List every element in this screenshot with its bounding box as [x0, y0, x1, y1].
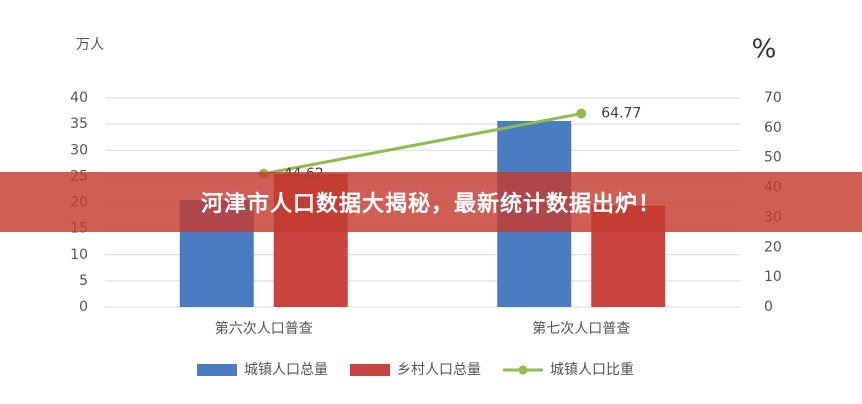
legend-label: 城镇人口比重: [550, 362, 634, 378]
y2-tick-label: 20: [764, 239, 782, 255]
x-tick-label: 第七次人口普查: [532, 320, 630, 337]
y2-axis-label: %: [752, 35, 777, 65]
y-tick-label: 5: [79, 273, 88, 289]
y2-tick-label: 70: [764, 90, 782, 106]
line: [263, 112, 582, 176]
y2-tick-label: 10: [764, 269, 782, 285]
data-label: 64.77: [601, 106, 641, 122]
y-tick-label: 0: [79, 299, 88, 315]
y2-tick-label: 0: [764, 299, 773, 315]
y-axis-label: 万人: [76, 37, 104, 53]
line-point: [576, 108, 587, 119]
y-tick-label: 40: [70, 90, 88, 106]
y2-tick-label: 60: [764, 120, 782, 136]
legend-label: 乡村人口总量: [397, 362, 481, 378]
legend-label: 城镇人口总量: [244, 362, 328, 378]
x-tick-label: 第六次人口普查: [215, 320, 313, 337]
legend-swatch: [350, 364, 390, 376]
y2-tick-label: 50: [764, 150, 782, 166]
y-tick-label: 10: [70, 247, 88, 263]
banner: 河津市人口数据大揭秘，最新统计数据出炉！: [0, 172, 862, 232]
legend-swatch: [518, 365, 528, 375]
y-tick-label: 35: [70, 116, 88, 132]
legend-swatch: [197, 364, 237, 376]
y-tick-label: 30: [70, 142, 88, 158]
